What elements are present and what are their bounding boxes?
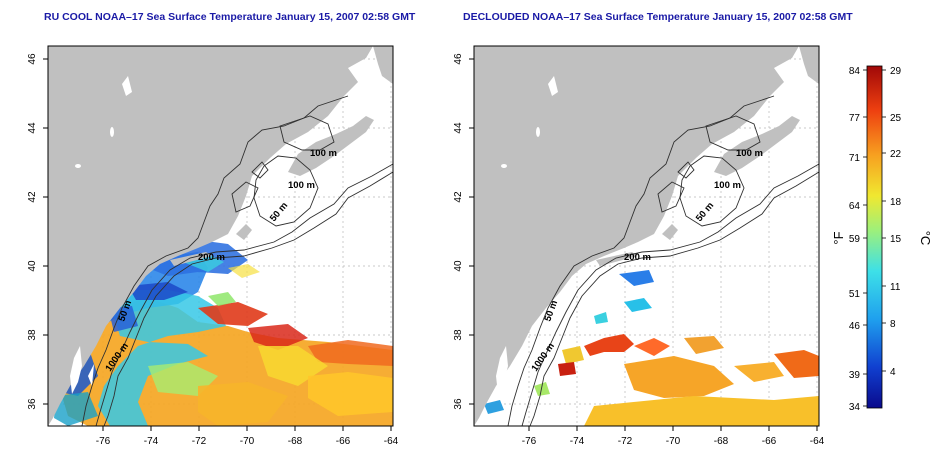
fahrenheit-ticks: 84 77 71 64 59 51 46 39 34 [849,66,861,413]
lon-tick: -74 [144,436,159,447]
contour-label: 200 m [198,252,225,263]
lat-tick: 46 [453,53,464,65]
c-tick: 15 [890,234,902,245]
lon-tick: -66 [336,436,351,447]
f-tick: 84 [849,66,861,77]
lat-tick: 44 [453,122,464,134]
f-tick: 51 [849,289,861,300]
right-map-panel: 100 m 100 m 50 m 200 m 50 m 1000 m -76 -… [453,45,825,447]
lat-tick: 40 [453,260,464,272]
lon-tick: -76 [96,436,111,447]
c-tick: 22 [890,149,902,160]
lat-tick: 38 [453,329,464,341]
c-tick: 29 [890,66,902,77]
f-tick: 34 [849,402,861,413]
c-tick: 8 [890,319,896,330]
temperature-colorbar: 84 77 71 64 59 51 46 39 34 29 25 22 18 1… [831,65,933,413]
lon-tick: -64 [384,436,399,447]
lat-tick-labels: 46 44 42 40 38 36 [453,53,464,410]
contour-label: 100 m [714,180,741,191]
f-tick: 77 [849,113,861,124]
fahrenheit-label: °F [831,231,846,244]
c-tick: 4 [890,367,896,378]
lat-tick: 42 [453,191,464,203]
lon-tick: -66 [762,436,777,447]
c-tick: 25 [890,113,902,124]
celsius-ticks: 29 25 22 18 15 11 8 4 [890,66,902,378]
f-tick: 71 [849,153,861,164]
colorbar-gradient [866,65,883,409]
lon-tick: -68 [714,436,729,447]
contour-label: 100 m [288,180,315,191]
c-tick: 18 [890,197,902,208]
left-panel-title: RU COOL NOAA–17 Sea Surface Temperature … [44,11,416,23]
lon-tick: -76 [522,436,537,447]
lon-tick-labels: -76 -74 -72 -70 -68 -66 -64 [522,436,825,447]
left-map-panel: 100 m 100 m 50 m 200 m 50 m 1000 m -76 -… [27,45,399,447]
right-panel-title: DECLOUDED NOAA–17 Sea Surface Temperatur… [463,11,853,23]
f-tick: 59 [849,234,861,245]
sst-declouded-field [484,270,819,426]
lat-tick: 36 [27,398,38,410]
lon-tick: -68 [288,436,303,447]
f-tick: 46 [849,321,861,332]
lat-tick: 40 [27,260,38,272]
contour-label: 200 m [624,252,651,263]
lat-tick: 46 [27,53,38,65]
contour-label: 100 m [736,148,763,159]
lat-tick: 38 [27,329,38,341]
f-tick: 64 [849,201,861,212]
lat-tick: 36 [453,398,464,410]
lat-tick: 42 [27,191,38,203]
lon-tick-labels: -76 -74 -72 -70 -68 -66 -64 [96,436,399,447]
contour-label: 100 m [310,148,337,159]
f-tick: 39 [849,370,861,381]
lat-tick-labels: 46 44 42 40 38 36 [27,53,38,410]
lon-tick: -72 [192,436,207,447]
lon-tick: -72 [618,436,633,447]
lon-tick: -70 [666,436,681,447]
celsius-label: °C [918,231,933,246]
lon-tick: -64 [810,436,825,447]
c-tick: 11 [890,282,901,293]
lon-tick: -74 [570,436,585,447]
lon-tick: -70 [240,436,255,447]
lat-tick: 44 [27,122,38,134]
